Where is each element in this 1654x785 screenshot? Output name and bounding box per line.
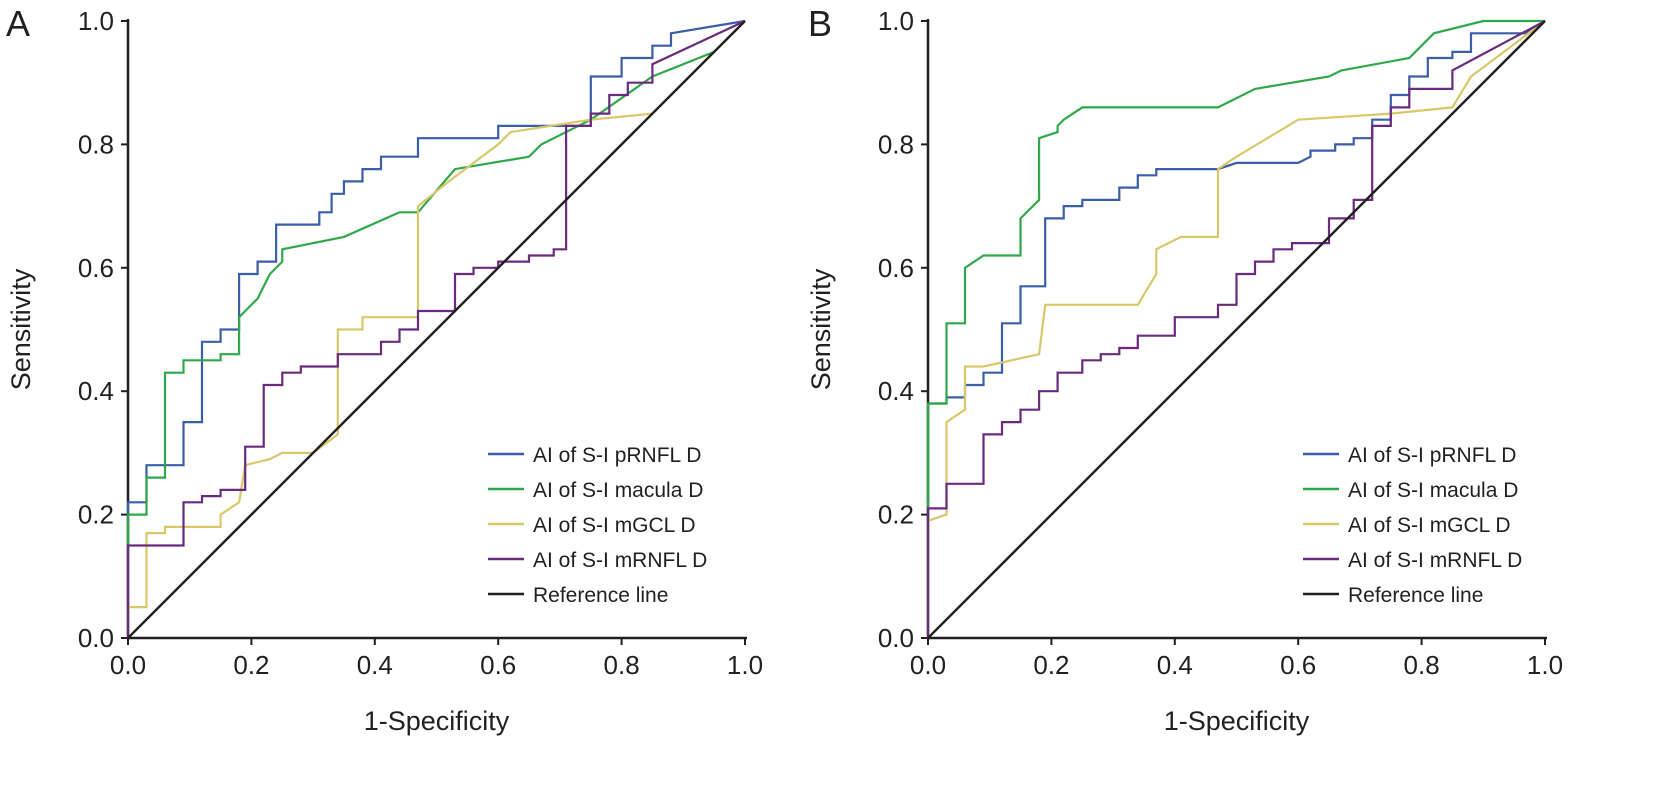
x-tick-label: 0.2 <box>1033 650 1069 680</box>
series-line-ai-of-s-i-prnfl-d <box>926 20 1546 638</box>
series-line-ai-of-s-i-mgcl-d <box>926 20 1546 638</box>
x-tick-label: 0.2 <box>233 650 269 680</box>
panel-b: B 0.0 0.2 0.4 0.6 0.8 1.0 0.0 0.2 0.4 0.6 0.8 1.0 1-S… <box>806 3 1563 736</box>
y-tick-label: 0.4 <box>78 376 114 406</box>
y-axis-title: Sensitivity <box>806 268 836 390</box>
legend-label: Reference line <box>1348 584 1483 607</box>
series-line-ai-of-s-i-prnfl-d <box>126 19 746 638</box>
x-tick-label: 0.8 <box>604 650 640 680</box>
y-tick-label: 1.0 <box>878 6 914 36</box>
x-tick-label: 0.6 <box>480 650 516 680</box>
legend-label: Reference line <box>533 584 668 607</box>
x-tick-label: 0.0 <box>110 650 146 680</box>
legend-label: AI of S-I macula D <box>1348 479 1518 502</box>
x-tick-label: 1.0 <box>1527 650 1563 680</box>
legend-label: AI of S-I pRNFL D <box>533 444 701 467</box>
legend-label: AI of S-I mGCL D <box>1348 514 1511 537</box>
x-tick-label: 0.0 <box>910 650 946 680</box>
x-tick-label: 1.0 <box>727 650 763 680</box>
legend-label: AI of S-I pRNFL D <box>1348 444 1516 467</box>
series-line-ai-of-s-i-macula-d <box>126 20 746 638</box>
series-line-ai-of-s-i-mrnfl-d <box>126 20 746 638</box>
x-tick-label: 0.8 <box>1404 650 1440 680</box>
series-line-reference-line <box>927 20 1546 639</box>
y-tick-label: 0.6 <box>878 253 914 283</box>
y-tick-label: 0.6 <box>78 253 114 283</box>
x-tick-label: 0.4 <box>357 650 393 680</box>
x-tick-label: 0.4 <box>1157 650 1193 680</box>
y-axis-title: Sensitivity <box>6 268 36 390</box>
y-tick-label: 1.0 <box>78 6 114 36</box>
legend-label: AI of S-I mRNFL D <box>1348 549 1522 572</box>
series-line-ai-of-s-i-macula-d <box>926 19 1545 638</box>
panel-label: A <box>6 3 30 44</box>
y-tick-label: 0.2 <box>878 500 914 530</box>
x-axis-title: 1-Specificity <box>364 706 510 736</box>
panel-a: A 0.0 0.2 0.4 0.6 0.8 1.0 0.0 0.2 0.4 0.6 0.8 1.0 1-S… <box>6 3 763 736</box>
legend-label: AI of S-I mGCL D <box>533 514 696 537</box>
series-line-ai-of-s-i-mrnfl-d <box>926 20 1546 638</box>
y-tick-label: 0.0 <box>78 623 114 653</box>
y-tick-label: 0.4 <box>878 376 914 406</box>
y-tick-label: 0.8 <box>878 129 914 159</box>
x-axis-title: 1-Specificity <box>1164 706 1310 736</box>
legend-label: AI of S-I mRNFL D <box>533 549 707 572</box>
y-tick-label: 0.8 <box>78 129 114 159</box>
y-tick-label: 0.0 <box>878 623 914 653</box>
panel-label: B <box>808 3 832 44</box>
x-tick-label: 0.6 <box>1280 650 1316 680</box>
y-tick-label: 0.2 <box>78 500 114 530</box>
legend-label: AI of S-I macula D <box>533 479 703 502</box>
series-line-reference-line <box>127 20 746 639</box>
